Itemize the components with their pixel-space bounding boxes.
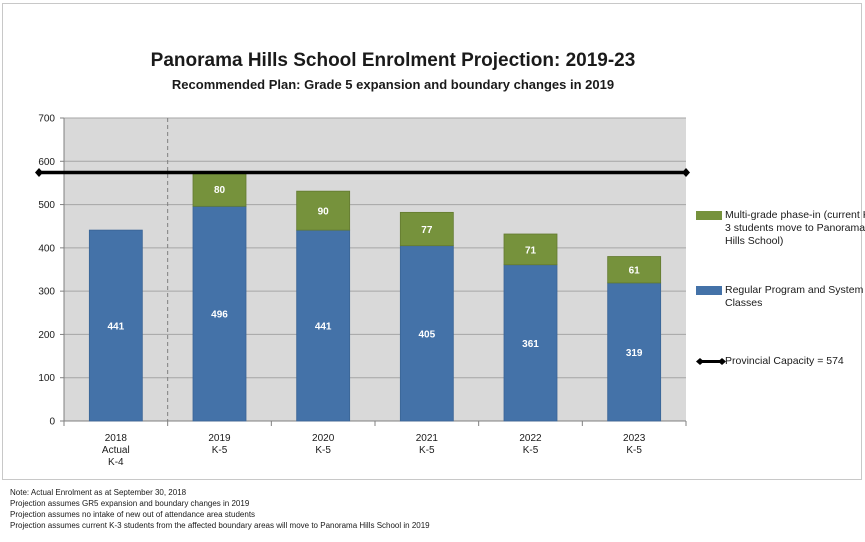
y-tick-label: 200 bbox=[38, 330, 55, 341]
data-label-multi-grade: 71 bbox=[525, 245, 537, 256]
chart-frame: Panorama Hills School Enrolment Projecti… bbox=[2, 3, 862, 480]
x-tick-label: K-5 bbox=[626, 445, 642, 456]
y-tick-label: 400 bbox=[38, 243, 55, 254]
x-tick-label: K-5 bbox=[419, 445, 435, 456]
data-label-regular-program: 441 bbox=[107, 322, 124, 333]
x-tick-label: 2020 bbox=[312, 433, 335, 444]
legend-swatch-regular bbox=[696, 286, 722, 295]
x-tick-label: Actual bbox=[102, 445, 130, 456]
y-tick-label: 500 bbox=[38, 200, 55, 211]
x-tick-label: K-5 bbox=[212, 445, 228, 456]
legend-capacity-line-icon bbox=[696, 355, 726, 368]
data-label-multi-grade: 90 bbox=[318, 207, 330, 218]
footnote-line: Projection assumes GR5 expansion and bou… bbox=[10, 498, 430, 509]
data-label-regular-program: 405 bbox=[418, 329, 435, 340]
x-tick-label: 2022 bbox=[519, 433, 542, 444]
footnote-line: Note: Actual Enrolment as at September 3… bbox=[10, 487, 430, 498]
x-tick-label: 2019 bbox=[208, 433, 231, 444]
footnotes: Note: Actual Enrolment as at September 3… bbox=[10, 487, 430, 531]
footnote-line: Projection assumes current K-3 students … bbox=[10, 520, 430, 531]
footnote-line: Projection assumes no intake of new out … bbox=[10, 509, 430, 520]
y-tick-label: 600 bbox=[38, 157, 55, 168]
x-tick-label: 2021 bbox=[416, 433, 439, 444]
legend-swatch-multi-grade bbox=[696, 211, 722, 220]
x-tick-label: 2023 bbox=[623, 433, 646, 444]
data-label-regular-program: 441 bbox=[315, 322, 332, 333]
data-label-multi-grade: 77 bbox=[421, 225, 433, 236]
legend-label-capacity: Provincial Capacity = 574 bbox=[725, 355, 865, 368]
y-tick-label: 0 bbox=[49, 417, 55, 428]
legend-label-regular: Regular Program and System Classes bbox=[725, 284, 865, 310]
y-tick-label: 300 bbox=[38, 287, 55, 298]
y-tick-label: 100 bbox=[38, 373, 55, 384]
x-tick-label: 2018 bbox=[105, 433, 128, 444]
data-label-regular-program: 319 bbox=[626, 348, 643, 359]
plot-area bbox=[64, 118, 686, 421]
x-tick-label: K-5 bbox=[315, 445, 331, 456]
y-tick-label: 700 bbox=[38, 114, 55, 125]
data-label-multi-grade: 61 bbox=[629, 266, 641, 277]
data-label-multi-grade: 80 bbox=[214, 185, 226, 196]
data-label-regular-program: 361 bbox=[522, 339, 539, 350]
capacity-line-marker bbox=[35, 168, 43, 177]
x-tick-label: K-4 bbox=[108, 457, 124, 468]
x-tick-label: K-5 bbox=[523, 445, 539, 456]
legend-label-multi-grade: Multi-grade phase-in (current K-3 studen… bbox=[725, 209, 865, 248]
data-label-regular-program: 496 bbox=[211, 310, 228, 321]
